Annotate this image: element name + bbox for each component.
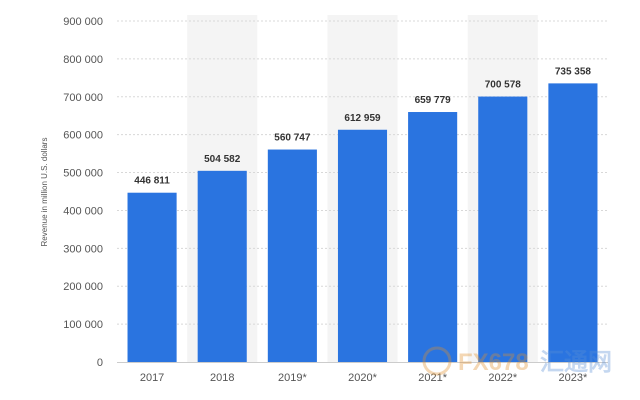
y-tick-label: 0: [97, 357, 103, 369]
y-tick-label: 800 000: [63, 54, 103, 66]
data-label: 735 358: [555, 66, 592, 77]
watermark-cn: 汇通网: [540, 349, 612, 376]
y-tick-label: 700 000: [63, 92, 103, 104]
bar-2020*: [337, 129, 388, 362]
y-tick-label: 100 000: [63, 319, 103, 331]
x-tick-label: 2020*: [348, 372, 377, 384]
bar-2022*: [478, 96, 528, 362]
x-tick-label: 2017: [140, 372, 164, 384]
x-tick-label: 2019*: [278, 372, 307, 384]
x-tick-label: 2018: [210, 372, 234, 384]
data-label: 659 779: [415, 95, 452, 106]
y-tick-label: 900 000: [63, 16, 103, 28]
data-label: 560 747: [274, 133, 311, 144]
data-label: 612 959: [344, 113, 381, 124]
x-tick-label: 2022*: [488, 372, 517, 384]
y-tick-label: 300 000: [63, 243, 103, 255]
bar-2023*: [548, 83, 598, 362]
y-tick-label: 200 000: [63, 281, 103, 293]
x-tick-label: 2023*: [559, 372, 588, 384]
x-tick-label: 2021*: [418, 372, 447, 384]
watermark-logo-icon: [422, 346, 452, 376]
x-axis-ticks: 2017 2018 2019* 2020* 2021* 2022* 2023*: [140, 372, 588, 384]
y-tick-label: 400 000: [63, 205, 103, 217]
y-tick-label: 600 000: [63, 130, 103, 142]
watermark-brand: FX678: [458, 349, 529, 376]
y-axis-ticks: 0 100 000 200 000 300 000 400 000 500 000 600 …: [63, 16, 103, 369]
watermark: FX678 汇通网: [422, 346, 612, 376]
data-label: 446 811: [134, 176, 170, 187]
bar-2021*: [408, 112, 458, 363]
bar-2017: [127, 192, 177, 362]
bar-2019*: [267, 149, 317, 362]
data-label: 700 578: [485, 80, 522, 91]
y-axis-label: Revenue in million U.S. dollars: [40, 138, 49, 247]
data-labels: 446 811 504 582 560 747 612 959 659 779 700 5…: [134, 66, 591, 186]
bar-2018: [197, 170, 247, 362]
bars: [127, 83, 598, 363]
y-tick-label: 500 000: [63, 168, 103, 180]
data-label: 504 582: [204, 154, 241, 165]
